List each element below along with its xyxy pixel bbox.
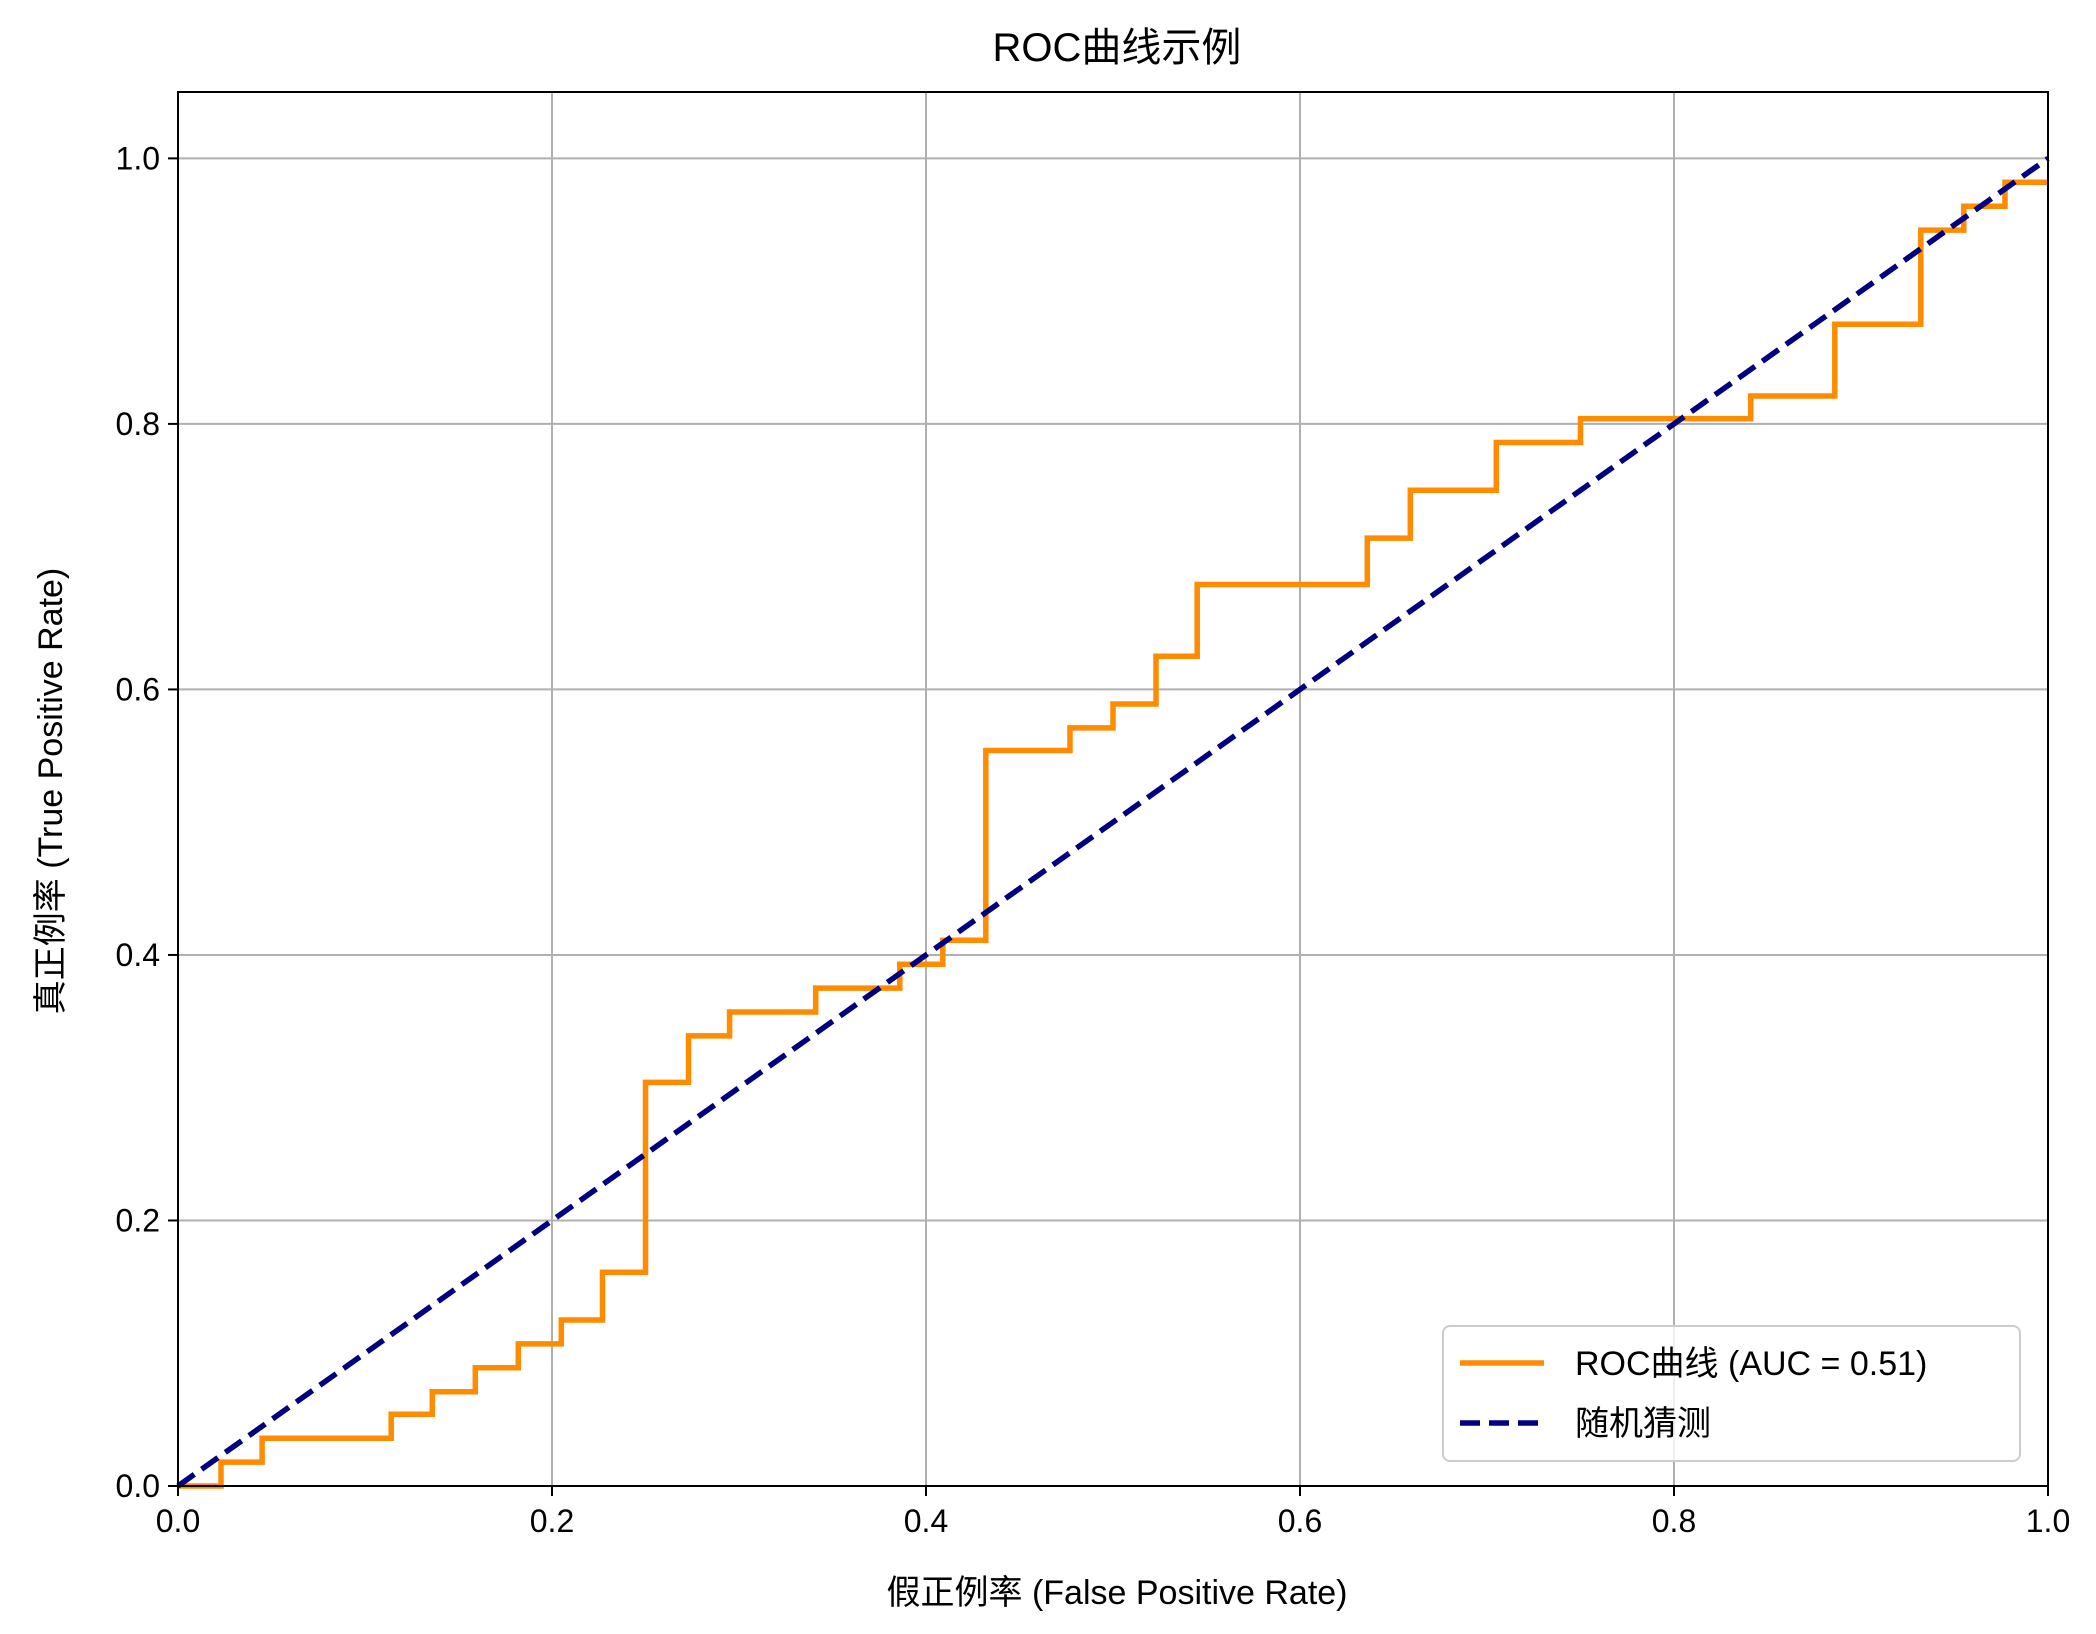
y-tick-label: 1.0 <box>116 140 160 176</box>
y-axis-label: 真正例率 (True Positive Rate) <box>32 568 70 1015</box>
x-tick-label: 0.8 <box>1652 1503 1696 1539</box>
chart-title: ROC曲线示例 <box>993 26 1242 70</box>
y-tick-label: 0.4 <box>116 937 160 973</box>
x-tick-label: 0.2 <box>530 1503 574 1539</box>
legend: ROC曲线 (AUC = 0.51) 随机猜测 <box>1443 1326 2020 1461</box>
y-tick-label: 0.6 <box>116 671 160 707</box>
x-tick-label: 0.4 <box>904 1503 948 1539</box>
random-guess-line <box>178 158 2048 1486</box>
grid <box>178 92 2048 1486</box>
x-axis-label: 假正例率 (False Positive Rate) <box>887 1574 1348 1612</box>
legend-roc-label: ROC曲线 (AUC = 0.51) <box>1575 1345 1927 1383</box>
roc-curve-line <box>178 182 2048 1486</box>
plot-area <box>178 158 2048 1486</box>
y-tick-label: 0.2 <box>116 1202 160 1238</box>
x-tick-label: 0.0 <box>156 1503 200 1539</box>
legend-random-label: 随机猜测 <box>1575 1405 1711 1443</box>
x-tick-label: 0.6 <box>1278 1503 1322 1539</box>
y-tick-label: 0.0 <box>116 1468 160 1504</box>
x-tick-label: 1.0 <box>2026 1503 2070 1539</box>
y-tick-label: 0.8 <box>116 406 160 442</box>
axes-frame <box>178 92 2048 1486</box>
